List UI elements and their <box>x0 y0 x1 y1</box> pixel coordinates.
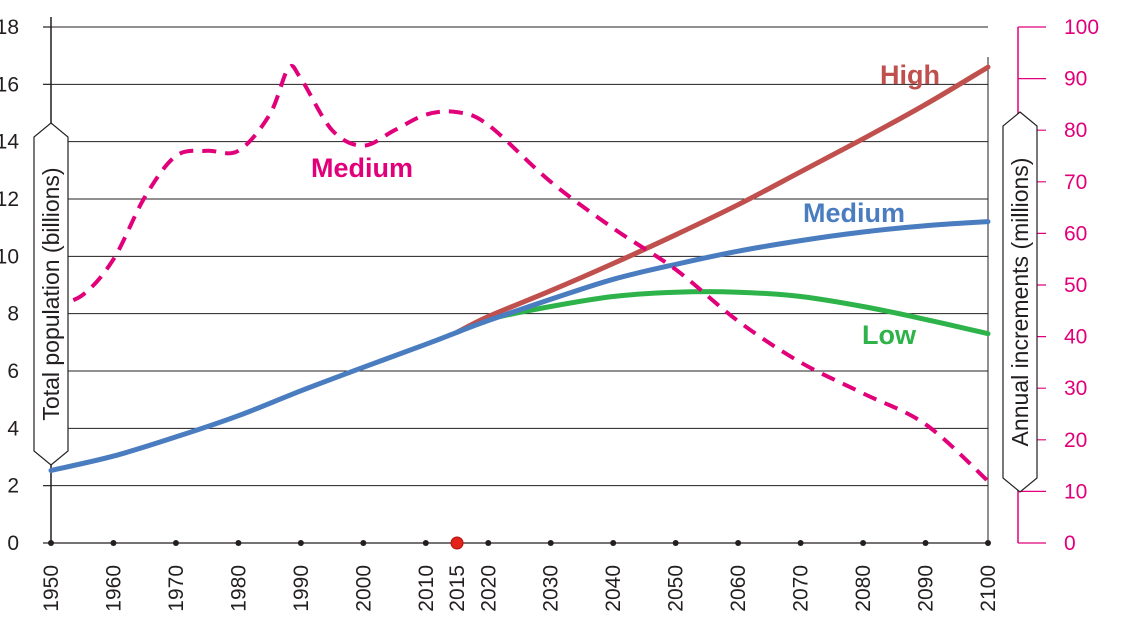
left-tick-label-6: 6 <box>7 360 19 383</box>
x-tick-label-2070: 2070 <box>790 565 813 612</box>
right-tick-label-20: 20 <box>1064 429 1087 452</box>
series-medium-line <box>48 219 991 473</box>
x-dot-2010 <box>422 540 429 546</box>
left-tick-label-14: 14 <box>0 131 19 154</box>
x-tick-label-2030: 2030 <box>540 565 563 612</box>
left-tick-label-10: 10 <box>0 245 19 268</box>
right-tick-label-50: 50 <box>1064 274 1087 297</box>
right-tick-label-60: 60 <box>1064 222 1087 245</box>
axes: 0246810121416180102030405060708090100195… <box>0 16 1099 612</box>
x-dot-1970 <box>172 540 179 546</box>
x-dot-2090 <box>922 540 929 546</box>
left-axis-title-box <box>33 122 69 466</box>
right-tick-label-30: 30 <box>1064 377 1087 400</box>
right-tick-label-70: 70 <box>1064 171 1087 194</box>
x-tick-label-2020: 2020 <box>477 565 500 612</box>
x-tick-label-2060: 2060 <box>727 565 750 612</box>
x-dot-1980 <box>235 540 242 546</box>
x-tick-label-1980: 1980 <box>227 565 250 612</box>
series-high-line <box>454 64 991 335</box>
x-tick-label-2000: 2000 <box>352 565 375 612</box>
gridlines <box>51 26 988 487</box>
left-tick-label-0: 0 <box>7 532 19 555</box>
x-dot-2040 <box>610 540 617 546</box>
x-dot-2030 <box>547 540 554 546</box>
x-dot-2050 <box>672 540 679 546</box>
x-tick-label-2040: 2040 <box>602 565 625 612</box>
series-increments-medium-line <box>50 63 990 483</box>
right-axis-title: Annual increments (millions) <box>1007 158 1033 447</box>
x-marker-2015 <box>450 536 464 550</box>
x-tick-label-2090: 2090 <box>915 565 938 612</box>
label-high: High <box>880 60 940 90</box>
left-tick-label-16: 16 <box>0 73 19 96</box>
x-dot-2020 <box>485 540 492 546</box>
x-dot-1990 <box>297 540 304 546</box>
x-tick-label-1950: 1950 <box>40 565 63 612</box>
x-dot-2100 <box>985 540 991 546</box>
x-tick-label-1970: 1970 <box>165 565 188 612</box>
right-tick-label-0: 0 <box>1064 532 1076 555</box>
left-tick-label-8: 8 <box>7 303 19 326</box>
x-tick-label-2015: 2015 <box>446 565 469 612</box>
x-dot-2070 <box>797 540 804 546</box>
left-axis-title: Total population (billions) <box>38 167 64 420</box>
right-tick-label-10: 10 <box>1064 480 1087 503</box>
x-tick-label-2080: 2080 <box>852 565 875 612</box>
x-dot-1960 <box>110 540 117 546</box>
label-medium-increments: Medium <box>311 153 413 183</box>
right-tick-label-100: 100 <box>1064 16 1099 39</box>
right-tick-label-80: 80 <box>1064 119 1087 142</box>
label-medium-total: Medium <box>803 198 905 228</box>
x-tick-label-1960: 1960 <box>102 565 125 612</box>
series-lines <box>48 63 991 483</box>
series-labels: High Medium Low Medium <box>311 60 940 350</box>
right-axis-title-box <box>1002 111 1038 493</box>
x-tick-label-2050: 2050 <box>665 565 688 612</box>
x-dot-2000 <box>360 540 367 546</box>
x-dot-2080 <box>860 540 867 546</box>
x-dot-1950 <box>48 540 54 546</box>
right-tick-label-40: 40 <box>1064 326 1087 349</box>
left-tick-label-2: 2 <box>7 475 19 498</box>
axis-titles: Total population (billions) Annual increm… <box>33 111 1038 493</box>
right-tick-label-90: 90 <box>1064 68 1087 91</box>
label-low: Low <box>862 320 917 350</box>
x-tick-label-2100: 2100 <box>977 565 1000 612</box>
x-tick-label-2010: 2010 <box>415 565 438 612</box>
x-dot-2060 <box>735 540 742 546</box>
left-tick-label-12: 12 <box>0 188 19 211</box>
x-tick-label-1990: 1990 <box>290 565 313 612</box>
left-tick-label-18: 18 <box>0 16 19 39</box>
left-tick-label-4: 4 <box>7 417 19 440</box>
